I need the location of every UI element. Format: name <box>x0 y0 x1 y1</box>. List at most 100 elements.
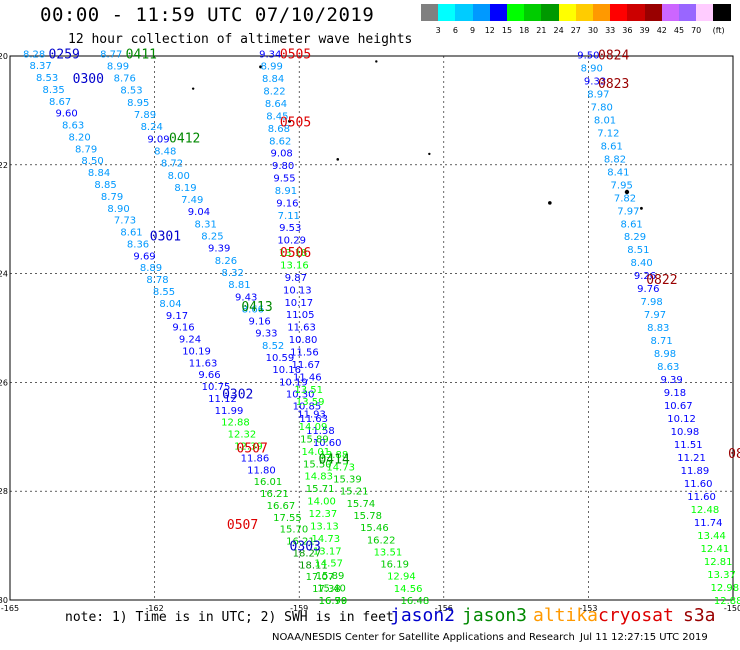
wave-height-value: 9.04 <box>188 207 210 218</box>
wave-height-value: 11.89 <box>681 466 710 477</box>
wave-height-value: 16.79 <box>319 596 348 607</box>
lat-tick-label: -28 <box>0 487 8 496</box>
wave-height-value: 8.77 <box>100 49 122 60</box>
wave-height-value: 7.73 <box>114 216 136 227</box>
wave-height-value: 14.83 <box>304 472 333 483</box>
wave-height-value: 8.68 <box>268 124 290 135</box>
wave-height-value: 15.46 <box>360 523 389 534</box>
lon-tick-label: -165 <box>1 604 19 613</box>
wave-height-value: 17.55 <box>273 513 302 524</box>
wave-height-value: 9.87 <box>285 273 307 284</box>
pass-time-label: 0303 <box>290 540 321 555</box>
lat-tick-label: -20 <box>0 52 8 61</box>
wave-height-value: 9.66 <box>198 370 220 381</box>
wave-height-value: 10.19 <box>182 346 211 357</box>
wave-height-value: 14.01 <box>302 447 331 458</box>
colorbar-label: 3 <box>435 26 441 35</box>
wave-height-value: 8.90 <box>107 204 129 215</box>
wave-height-value: 8.19 <box>174 183 196 194</box>
wave-height-value: 9.09 <box>147 134 169 145</box>
map-subtitle: 12 hour collection of altimeter wave hei… <box>68 32 413 47</box>
wave-height-value: 8.52 <box>262 341 284 352</box>
wave-height-value: 11.80 <box>247 465 276 476</box>
wave-height-value: 8.00 <box>168 171 190 182</box>
lon-tick-label: -156 <box>435 604 453 613</box>
wave-height-value: 11.86 <box>241 453 270 464</box>
wave-height-value: 11.12 <box>208 394 237 405</box>
colorbar-label: 42 <box>656 26 667 35</box>
lat-tick-label: -24 <box>0 270 8 279</box>
wave-height-value: 8.78 <box>146 275 168 286</box>
colorbar-swatch <box>644 4 662 21</box>
wave-height-value: 16.48 <box>401 596 430 607</box>
wave-height-value: 9.34 <box>259 49 281 60</box>
colorbar-swatch <box>472 4 490 21</box>
wave-height-value: 12.48 <box>691 505 720 516</box>
wave-height-value: 11.93 <box>297 410 326 421</box>
wave-height-value: 11.05 <box>286 310 315 321</box>
wave-height-value: 15.40 <box>317 584 346 595</box>
pass-time-label: 0412 <box>169 132 200 147</box>
wave-height-value: 15.89 <box>316 571 345 582</box>
wave-height-value: 9.08 <box>271 149 293 160</box>
pass-time-label: 08 <box>728 447 740 462</box>
wave-height-value: 11.63 <box>287 323 316 334</box>
wave-height-value: 13.17 <box>313 546 342 557</box>
wave-height-value: 10.60 <box>313 438 342 449</box>
wave-height-value: 13.59 <box>296 397 325 408</box>
wave-height-value: 16.01 <box>254 477 283 488</box>
wave-height-value: 8.51 <box>627 245 649 256</box>
colorbar-label: 6 <box>452 26 458 35</box>
wave-height-value: 18.11 <box>299 560 328 571</box>
wave-height-value: 10.19 <box>279 377 308 388</box>
wave-height-value: 8.72 <box>161 159 183 170</box>
wave-height-value: 8.53 <box>120 86 142 97</box>
wave-height-value: 11.46 <box>293 372 322 383</box>
wave-height-value: 9.18 <box>664 388 686 399</box>
wave-height-value: 9.76 <box>637 284 659 295</box>
wave-height-value: 8.91 <box>275 186 297 197</box>
wave-height-value: 8.50 <box>81 156 103 167</box>
wave-height-value: 8.31 <box>195 219 217 230</box>
wave-height-value: 8.82 <box>604 154 626 165</box>
wave-height-value: 17.38 <box>312 584 341 595</box>
wave-height-value: 15.21 <box>340 487 369 498</box>
colorbar-swatch <box>541 4 559 21</box>
wave-height-value: 17.07 <box>306 572 335 583</box>
island-marker <box>288 119 292 123</box>
colorbar-swatch <box>696 4 714 21</box>
wave-height-value: 16.21 <box>286 537 315 548</box>
wave-height-value: 9.55 <box>273 174 295 185</box>
wave-height-value: 12.39 <box>234 441 263 452</box>
colorbar-label: 24 <box>553 26 564 35</box>
pass-time-label: 0507 <box>227 518 258 533</box>
wave-height-value: 11.60 <box>684 479 713 490</box>
wave-height-value: 8.67 <box>49 97 71 108</box>
wave-height-value: 11.21 <box>677 453 706 464</box>
colorbar-swatch <box>558 4 576 21</box>
colorbar-swatch <box>713 4 731 21</box>
wave-height-value: 9.33 <box>584 76 606 87</box>
wave-height-value: 8.98 <box>654 349 676 360</box>
wave-height-value: 7.49 <box>181 195 203 206</box>
colorbar-label: 27 <box>570 26 581 35</box>
colorbar-swatch <box>438 4 456 21</box>
pass-time-label: 0822 <box>646 273 677 288</box>
wave-height-value: 9.16 <box>276 198 298 209</box>
wave-height-value: 10.75 <box>202 382 231 393</box>
island-marker <box>548 201 552 205</box>
wave-height-value: 11.63 <box>299 414 328 425</box>
wave-height-value: 8.61 <box>621 219 643 230</box>
pass-time-label: 0507 <box>237 442 268 457</box>
wave-height-value: 8.26 <box>215 256 237 267</box>
pass-time-label: 0824 <box>598 48 629 63</box>
wave-height-value: 9.33 <box>255 329 277 340</box>
wave-height-value: 8.24 <box>141 122 163 133</box>
colorbar-label: 30 <box>587 26 599 35</box>
colorbar-swatch <box>455 4 473 21</box>
lon-tick-label: -153 <box>579 604 597 613</box>
wave-height-value: 10.30 <box>286 389 315 400</box>
lat-tick-label: -22 <box>0 161 8 170</box>
wave-height-value: 12.88 <box>221 418 250 429</box>
